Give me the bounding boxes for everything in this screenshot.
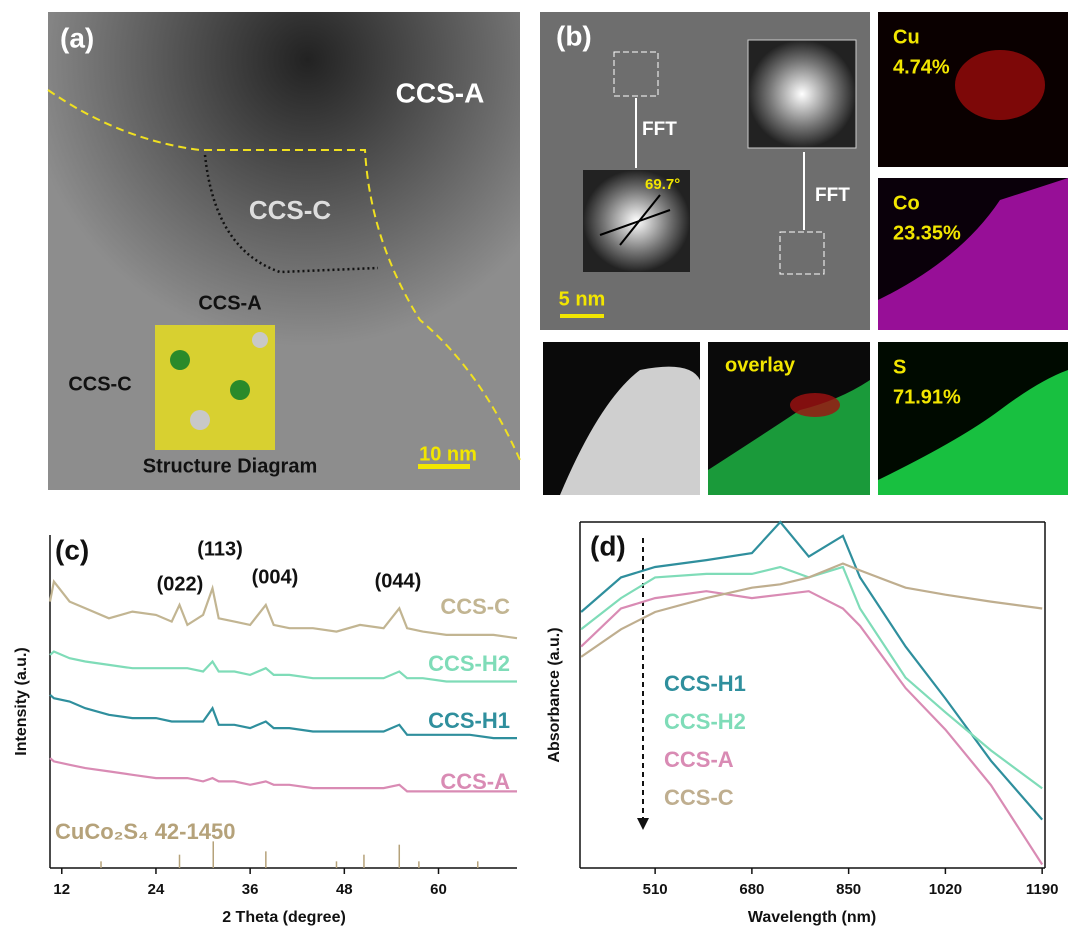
element-percent: 23.35%	[893, 222, 961, 244]
series-line	[580, 520, 1044, 821]
x-axis-label: Wavelength (nm)	[748, 909, 876, 926]
x-tick-label: 36	[242, 881, 259, 898]
reference-label: CuCo₂S₄ 42-1450	[55, 819, 235, 844]
series-line	[48, 579, 518, 640]
x-tick-label: 1190	[1026, 881, 1059, 898]
overlay-label: overlay	[725, 354, 796, 376]
fft-image	[747, 39, 857, 149]
series-label: CCS-C	[664, 785, 734, 810]
element-label: S	[893, 356, 906, 378]
roi	[779, 231, 825, 275]
tem-image	[48, 12, 520, 490]
panel-label: (c)	[55, 534, 89, 565]
x-tick-label: 12	[53, 881, 70, 898]
peak-label: (044)	[375, 570, 422, 592]
peak-label: (022)	[157, 573, 204, 595]
region-label: CCS-A	[396, 77, 485, 108]
y-axis-label: Intensity (a.u.)	[13, 647, 30, 755]
series-line	[580, 590, 1044, 866]
panel-b: (b) FFT FFT 69.7° 5 nm Cu 4.74% Co 23.35…	[540, 12, 1068, 495]
inset-label: CCS-C	[68, 373, 131, 395]
x-tick-label: 60	[430, 881, 447, 898]
peak-label: (004)	[252, 566, 299, 588]
x-tick-label: 48	[336, 881, 353, 898]
inset-caption: Structure Diagram	[143, 455, 318, 477]
series-line	[580, 562, 1043, 658]
boundary	[47, 89, 521, 461]
region-label: CCS-C	[249, 195, 332, 225]
element-label: Cu	[893, 26, 920, 48]
x-tick-label: 850	[836, 881, 861, 898]
series-label: CCS-A	[440, 769, 510, 794]
panel-label: (a)	[60, 22, 94, 53]
element-percent: 4.74%	[893, 56, 950, 78]
scale-bar	[560, 314, 604, 318]
scale-label: 10 nm	[419, 443, 477, 465]
scale-bar	[418, 464, 470, 469]
series-line	[49, 650, 517, 683]
series-label: CCS-A	[664, 747, 734, 772]
element-percent: 71.91%	[893, 386, 961, 408]
inset-label: CCS-A	[198, 292, 261, 314]
x-tick-label: 680	[739, 881, 764, 898]
fft-label: FFT	[642, 119, 677, 140]
element-label: Co	[893, 192, 920, 214]
y-axis-label: Absorbance (a.u.)	[546, 627, 563, 762]
series-line	[49, 757, 517, 793]
panel-label: (b)	[556, 20, 592, 51]
series-label: CCS-H2	[664, 709, 746, 734]
x-tick-label: 1020	[929, 881, 962, 898]
peak-label: (113)	[197, 538, 243, 560]
panel-a: (a) CCS-A CCS-C CCS-A CCS-C Structure Di…	[47, 12, 521, 490]
panel-label: (d)	[590, 530, 626, 561]
roi	[613, 51, 659, 97]
series-label: CCS-H1	[428, 708, 510, 733]
fft-label: FFT	[815, 185, 850, 206]
x-tick-label: 510	[643, 881, 668, 898]
series-line	[49, 693, 517, 740]
scale-label: 5 nm	[559, 288, 606, 310]
x-tick-label: 24	[148, 881, 165, 898]
angle-label: 69.7°	[645, 176, 680, 193]
series-label: CCS-H1	[664, 671, 746, 696]
series-label: CCS-H2	[428, 651, 510, 676]
series-label: CCS-C	[440, 594, 510, 619]
arrow-head	[637, 818, 649, 830]
boundary	[203, 154, 379, 274]
x-axis-label: 2 Theta (degree)	[222, 909, 346, 926]
